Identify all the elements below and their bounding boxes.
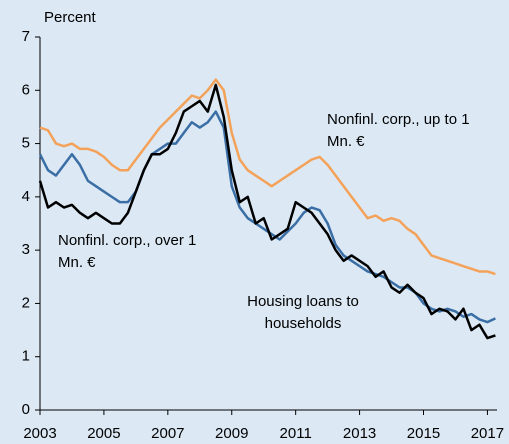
- x-tick-label: 2013: [343, 425, 376, 442]
- x-tick-label: 2009: [215, 425, 248, 442]
- annotation: Nonfinl. corp., over 1: [58, 232, 196, 249]
- y-tick-label: 3: [22, 241, 30, 258]
- y-axis-label: Percent: [44, 9, 97, 26]
- series-line: [39, 78, 496, 276]
- y-tick-label: 6: [22, 81, 30, 98]
- annotation: Mn. €: [327, 133, 365, 150]
- x-tick-label: 2011: [280, 425, 312, 442]
- annotation: Housing loans to: [247, 293, 359, 310]
- y-tick-label: 0: [22, 401, 30, 418]
- series-line: [38, 83, 496, 340]
- annotation: Mn. €: [58, 254, 96, 271]
- x-tick-label: 2005: [87, 425, 120, 442]
- y-tick-label: 4: [22, 188, 30, 205]
- x-tick-label: 2003: [23, 425, 56, 442]
- annotation: Nonfinl. corp., up to 1: [327, 111, 470, 128]
- y-tick-label: 2: [22, 294, 30, 311]
- x-tick-label: 2017: [471, 425, 504, 442]
- y-tick-label: 5: [22, 135, 30, 152]
- x-tick-label: 2015: [407, 425, 440, 442]
- x-tick-label: 2007: [151, 425, 184, 442]
- y-tick-label: 1: [22, 348, 30, 365]
- annotation: households: [265, 315, 342, 332]
- y-tick-label: 7: [22, 28, 30, 45]
- series-line: [38, 110, 496, 324]
